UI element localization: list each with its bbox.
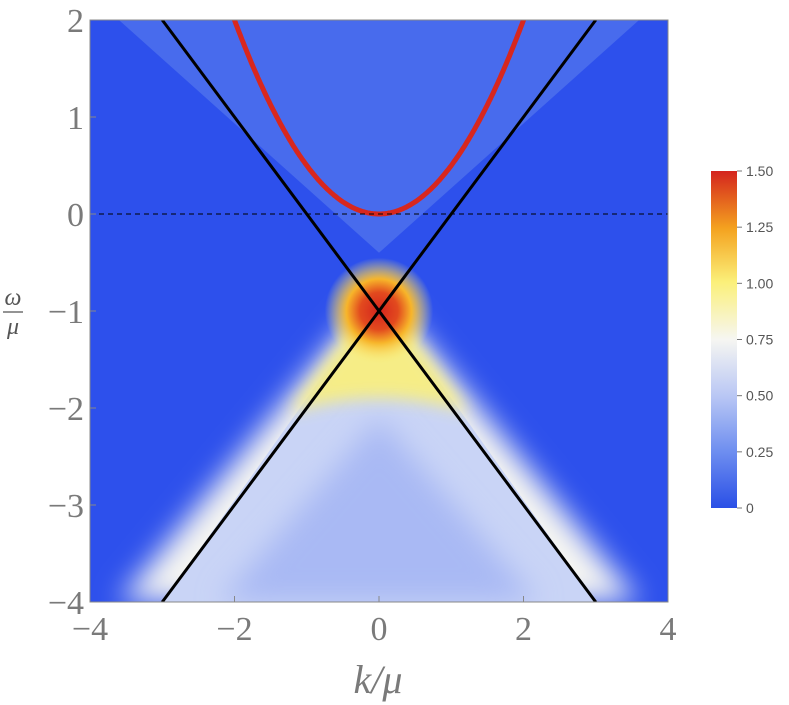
colorbar-gradient — [711, 171, 737, 508]
colorbar: 0 0.25 0.50 0.75 1.00 1.25 1.50 — [711, 163, 773, 516]
y-axis: −4 −3 −2 −1 0 1 2 — [48, 3, 96, 622]
x-axis-label: k/μ — [354, 657, 403, 702]
colorbar-tick-label: 0.50 — [746, 388, 773, 404]
x-tick-label: 4 — [660, 611, 677, 648]
y-tick-label: 1 — [67, 100, 84, 137]
y-tick-label: −1 — [48, 294, 84, 331]
svg-text:ω: ω — [5, 285, 22, 311]
colorbar-tick-label: 1.25 — [746, 219, 773, 235]
lower-cone-inner — [220, 417, 538, 602]
x-axis: −4 −2 0 2 4 — [72, 596, 677, 648]
light-cone-line-ascending — [161, 20, 597, 602]
y-tick-label: −2 — [48, 391, 84, 428]
upper-cone-region — [118, 20, 640, 253]
colorbar-tick-label: 0 — [746, 500, 754, 516]
y-tick-label: 2 — [67, 3, 84, 40]
x-tick-label: −4 — [72, 611, 108, 648]
y-tick-label: 0 — [67, 197, 84, 234]
y-tick-label: −4 — [48, 585, 84, 622]
x-tick-label: 0 — [371, 611, 388, 648]
plot-area — [90, 20, 668, 602]
x-tick-label: 2 — [515, 611, 532, 648]
y-tick-label: −3 — [48, 488, 84, 525]
colorbar-tick-label: 0.25 — [746, 444, 773, 460]
colorbar-tick-label: 1.00 — [746, 275, 773, 291]
x-tick-label: −2 — [216, 611, 252, 648]
svg-text:μ: μ — [6, 314, 19, 340]
colorbar-tick-label: 0.75 — [746, 332, 773, 348]
y-axis-label: ω μ — [3, 285, 23, 340]
colorbar-tick-label: 1.50 — [746, 163, 773, 179]
